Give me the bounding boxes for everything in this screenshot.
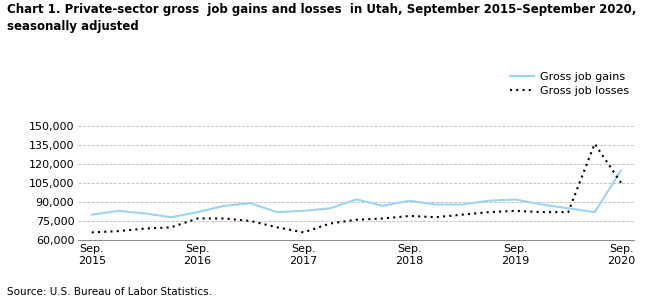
Gross job gains [141, 212, 148, 215]
Gross job losses [247, 219, 254, 223]
Gross job gains [220, 204, 228, 208]
Gross job gains [194, 210, 201, 214]
Gross job losses [564, 210, 572, 214]
Gross job losses [379, 217, 387, 220]
Gross job gains [167, 215, 175, 219]
Gross job gains [564, 206, 572, 210]
Gross job gains [458, 203, 466, 206]
Legend: Gross job gains, Gross job losses: Gross job gains, Gross job losses [509, 72, 629, 96]
Gross job losses [88, 231, 95, 234]
Gross job losses [617, 181, 625, 185]
Gross job losses [458, 213, 466, 217]
Gross job losses [432, 215, 439, 219]
Gross job gains [247, 202, 254, 205]
Text: Source: U.S. Bureau of Labor Statistics.: Source: U.S. Bureau of Labor Statistics. [7, 287, 211, 297]
Gross job losses [300, 231, 307, 234]
Gross job losses [141, 227, 148, 230]
Gross job losses [167, 226, 175, 229]
Gross job losses [511, 209, 519, 213]
Gross job losses [194, 217, 201, 220]
Gross job gains [326, 206, 334, 210]
Gross job losses [114, 229, 122, 233]
Gross job losses [220, 217, 228, 220]
Line: Gross job losses: Gross job losses [92, 144, 621, 232]
Gross job gains [114, 209, 122, 213]
Gross job gains [88, 213, 95, 217]
Gross job losses [485, 210, 492, 214]
Text: Chart 1. Private-sector gross  job gains and losses  in Utah, September 2015–Sep: Chart 1. Private-sector gross job gains … [7, 3, 636, 33]
Gross job gains [405, 199, 413, 202]
Gross job gains [485, 199, 492, 202]
Gross job gains [379, 204, 387, 208]
Gross job gains [353, 198, 360, 201]
Gross job losses [591, 142, 598, 146]
Gross job gains [617, 169, 625, 172]
Gross job gains [591, 210, 598, 214]
Line: Gross job gains: Gross job gains [92, 170, 621, 217]
Gross job losses [326, 222, 334, 225]
Gross job losses [273, 226, 281, 229]
Gross job gains [273, 210, 281, 214]
Gross job gains [432, 203, 439, 206]
Gross job gains [511, 198, 519, 201]
Gross job losses [405, 214, 413, 218]
Gross job gains [538, 203, 545, 206]
Gross job losses [538, 210, 545, 214]
Gross job gains [300, 209, 307, 213]
Gross job losses [353, 218, 360, 221]
